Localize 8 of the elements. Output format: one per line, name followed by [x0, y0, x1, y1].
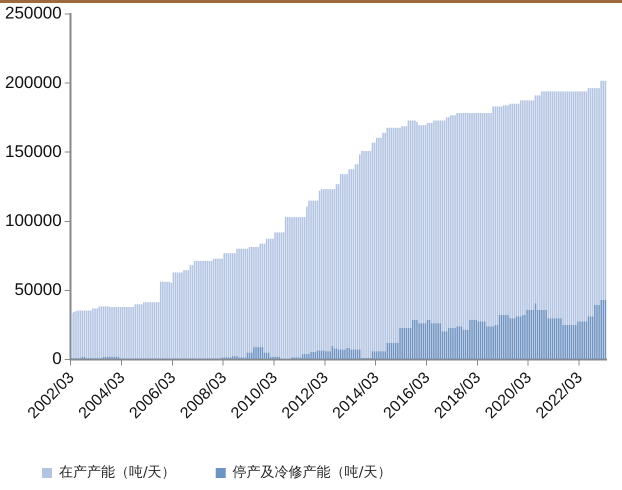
y-tick-label: 0 — [52, 349, 62, 368]
y-tick-label: 250000 — [4, 4, 62, 23]
legend-label: 在产产能（吨/天） — [59, 464, 176, 481]
legend-label: 停产及冷修产能（吨/天） — [232, 464, 392, 481]
y-tick-label: 150000 — [4, 142, 62, 161]
y-tick-label: 200000 — [4, 72, 62, 92]
y-tick-label: 50000 — [14, 280, 62, 300]
y-tick-label: 100000 — [4, 211, 62, 230]
